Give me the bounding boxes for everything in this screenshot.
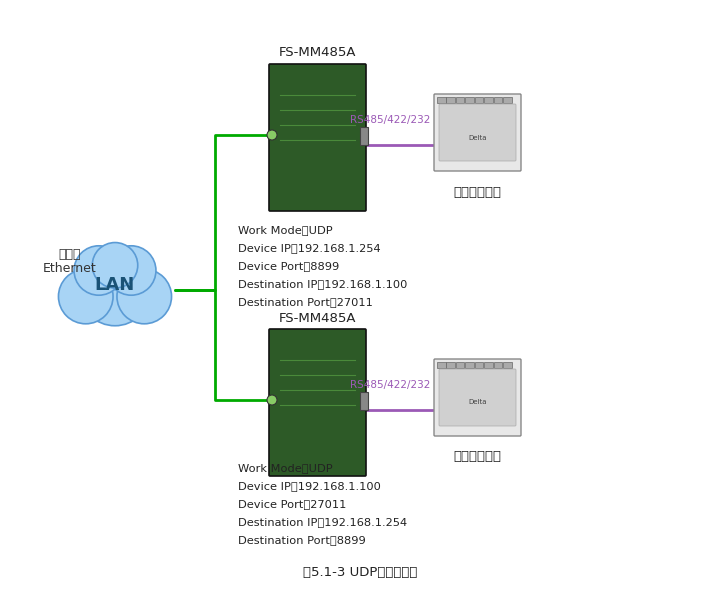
Text: Device Port：8899: Device Port：8899 [238, 261, 339, 271]
FancyBboxPatch shape [474, 362, 483, 368]
FancyBboxPatch shape [269, 329, 366, 476]
FancyBboxPatch shape [494, 362, 502, 368]
Circle shape [267, 130, 277, 140]
FancyBboxPatch shape [439, 104, 516, 161]
FancyBboxPatch shape [485, 362, 492, 368]
FancyBboxPatch shape [465, 362, 474, 368]
Text: 以太网: 以太网 [59, 249, 81, 262]
FancyBboxPatch shape [494, 97, 502, 103]
Text: Delta: Delta [468, 135, 487, 141]
Circle shape [117, 269, 171, 324]
Circle shape [92, 243, 138, 288]
Text: Ethernet: Ethernet [43, 262, 97, 275]
Text: Delta: Delta [468, 399, 487, 405]
Text: RS485/422/232: RS485/422/232 [350, 380, 430, 390]
FancyBboxPatch shape [360, 392, 368, 410]
FancyBboxPatch shape [434, 359, 521, 436]
Text: 用户串口设备: 用户串口设备 [454, 451, 502, 464]
FancyBboxPatch shape [465, 97, 474, 103]
FancyBboxPatch shape [503, 97, 512, 103]
Text: Work Mode：UDP: Work Mode：UDP [238, 225, 333, 235]
FancyBboxPatch shape [437, 362, 446, 368]
Circle shape [79, 254, 150, 326]
FancyBboxPatch shape [446, 97, 455, 103]
Text: Destination IP：192.168.1.254: Destination IP：192.168.1.254 [238, 517, 407, 527]
Text: Destination Port：27011: Destination Port：27011 [238, 297, 373, 307]
Text: Destination Port：8899: Destination Port：8899 [238, 535, 366, 545]
FancyBboxPatch shape [474, 97, 483, 103]
Text: LAN: LAN [95, 276, 135, 294]
Text: Work Mode：UDP: Work Mode：UDP [238, 463, 333, 473]
Circle shape [267, 395, 277, 405]
Text: RS485/422/232: RS485/422/232 [350, 115, 430, 125]
FancyBboxPatch shape [446, 362, 455, 368]
Circle shape [74, 246, 123, 295]
FancyBboxPatch shape [434, 94, 521, 171]
Text: Device Port：27011: Device Port：27011 [238, 499, 346, 509]
Text: 图5.1-3 UDP点对点连接: 图5.1-3 UDP点对点连接 [303, 566, 417, 579]
FancyBboxPatch shape [456, 362, 464, 368]
Text: FS-MM485A: FS-MM485A [279, 46, 356, 60]
Text: 用户串口设备: 用户串口设备 [454, 185, 502, 198]
FancyBboxPatch shape [485, 97, 492, 103]
Text: FS-MM485A: FS-MM485A [279, 312, 356, 324]
Text: Device IP：192.168.1.254: Device IP：192.168.1.254 [238, 243, 381, 253]
Circle shape [58, 269, 113, 324]
Text: Destination IP：192.168.1.100: Destination IP：192.168.1.100 [238, 279, 408, 289]
FancyBboxPatch shape [269, 64, 366, 211]
FancyBboxPatch shape [360, 127, 368, 145]
FancyBboxPatch shape [437, 97, 446, 103]
FancyBboxPatch shape [456, 97, 464, 103]
Circle shape [107, 246, 156, 295]
Text: Device IP：192.168.1.100: Device IP：192.168.1.100 [238, 481, 381, 491]
FancyBboxPatch shape [503, 362, 512, 368]
FancyBboxPatch shape [439, 369, 516, 426]
